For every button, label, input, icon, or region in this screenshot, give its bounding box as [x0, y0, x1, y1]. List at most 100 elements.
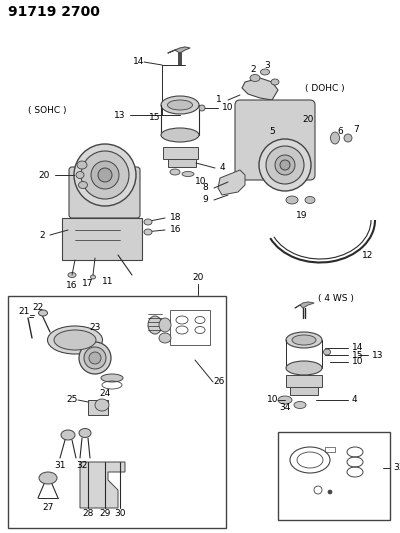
Text: ( DOHC ): ( DOHC ) — [305, 84, 345, 93]
Ellipse shape — [39, 472, 57, 484]
Text: 1: 1 — [216, 95, 222, 104]
Text: ( 4 WS ): ( 4 WS ) — [318, 294, 354, 303]
Polygon shape — [168, 47, 190, 53]
Ellipse shape — [182, 172, 194, 176]
Text: 31: 31 — [54, 461, 66, 470]
Ellipse shape — [324, 349, 330, 355]
Ellipse shape — [77, 161, 87, 169]
Text: 2: 2 — [250, 66, 256, 75]
Text: 91719 2700: 91719 2700 — [8, 5, 100, 19]
Text: 10: 10 — [195, 177, 206, 187]
Text: 16: 16 — [170, 225, 182, 235]
FancyBboxPatch shape — [69, 167, 140, 218]
Bar — [325, 447, 335, 452]
Polygon shape — [242, 78, 278, 100]
Text: 10: 10 — [266, 395, 278, 405]
Text: 34: 34 — [279, 403, 291, 413]
Text: 23: 23 — [89, 324, 101, 333]
Text: 14: 14 — [133, 58, 144, 67]
Ellipse shape — [199, 105, 205, 111]
Ellipse shape — [38, 310, 48, 316]
Ellipse shape — [79, 342, 111, 374]
Ellipse shape — [294, 401, 306, 408]
Ellipse shape — [168, 100, 192, 110]
Ellipse shape — [286, 196, 298, 204]
Ellipse shape — [68, 272, 76, 278]
Ellipse shape — [292, 335, 316, 345]
Text: 7: 7 — [353, 125, 359, 134]
Ellipse shape — [305, 197, 315, 204]
Polygon shape — [80, 462, 125, 508]
Text: 14: 14 — [352, 343, 363, 352]
FancyBboxPatch shape — [235, 100, 315, 180]
Ellipse shape — [95, 399, 109, 411]
Polygon shape — [295, 302, 314, 308]
Ellipse shape — [259, 139, 311, 191]
Ellipse shape — [170, 169, 180, 175]
Text: 28: 28 — [82, 510, 94, 519]
Ellipse shape — [159, 318, 171, 332]
Ellipse shape — [144, 219, 152, 225]
Bar — [278, 432, 390, 520]
Text: 5: 5 — [269, 127, 275, 136]
Text: 27: 27 — [42, 504, 54, 513]
Text: ( SOHC ): ( SOHC ) — [28, 106, 66, 115]
Text: 15: 15 — [352, 351, 364, 359]
Text: 20: 20 — [39, 171, 50, 180]
Bar — [163, 147, 198, 159]
Ellipse shape — [144, 229, 152, 235]
Bar — [168, 159, 196, 167]
Text: 10: 10 — [352, 358, 364, 367]
Text: 13: 13 — [114, 110, 125, 119]
Text: 15: 15 — [149, 112, 161, 122]
Ellipse shape — [278, 396, 292, 404]
Ellipse shape — [48, 326, 102, 354]
Ellipse shape — [61, 430, 75, 440]
Ellipse shape — [280, 160, 290, 170]
Ellipse shape — [286, 361, 322, 375]
Ellipse shape — [91, 161, 119, 189]
Ellipse shape — [82, 464, 94, 472]
Text: 8: 8 — [202, 183, 208, 192]
Ellipse shape — [275, 155, 295, 175]
Ellipse shape — [78, 182, 88, 189]
Text: 17: 17 — [82, 279, 94, 287]
Ellipse shape — [161, 96, 199, 114]
Bar — [290, 387, 318, 395]
Bar — [62, 218, 142, 260]
Text: 33: 33 — [393, 464, 400, 472]
Text: 25: 25 — [67, 395, 78, 405]
Bar — [88, 400, 108, 415]
Ellipse shape — [159, 333, 171, 343]
Ellipse shape — [260, 69, 270, 75]
Ellipse shape — [84, 347, 106, 369]
Ellipse shape — [98, 168, 112, 182]
Ellipse shape — [74, 144, 136, 206]
Ellipse shape — [54, 330, 96, 350]
Text: 30: 30 — [114, 510, 126, 519]
Text: 21: 21 — [18, 308, 30, 317]
Text: 22: 22 — [32, 303, 44, 312]
Text: 13: 13 — [372, 351, 384, 359]
Ellipse shape — [286, 332, 322, 348]
Text: 26: 26 — [213, 377, 224, 386]
Ellipse shape — [101, 374, 123, 382]
Text: 12: 12 — [362, 251, 374, 260]
Ellipse shape — [81, 151, 129, 199]
Text: 20: 20 — [302, 116, 314, 125]
Text: 19: 19 — [296, 211, 308, 220]
Ellipse shape — [148, 316, 162, 334]
Ellipse shape — [76, 172, 84, 179]
Ellipse shape — [266, 146, 304, 184]
Text: 32: 32 — [76, 461, 88, 470]
Text: 10: 10 — [222, 103, 234, 112]
Ellipse shape — [89, 352, 101, 364]
Text: 6: 6 — [337, 127, 343, 136]
Ellipse shape — [330, 132, 340, 144]
Text: 20: 20 — [192, 273, 204, 282]
Polygon shape — [218, 170, 245, 195]
Ellipse shape — [79, 429, 91, 438]
Ellipse shape — [90, 275, 96, 279]
Ellipse shape — [161, 128, 199, 142]
Text: 29: 29 — [99, 510, 111, 519]
